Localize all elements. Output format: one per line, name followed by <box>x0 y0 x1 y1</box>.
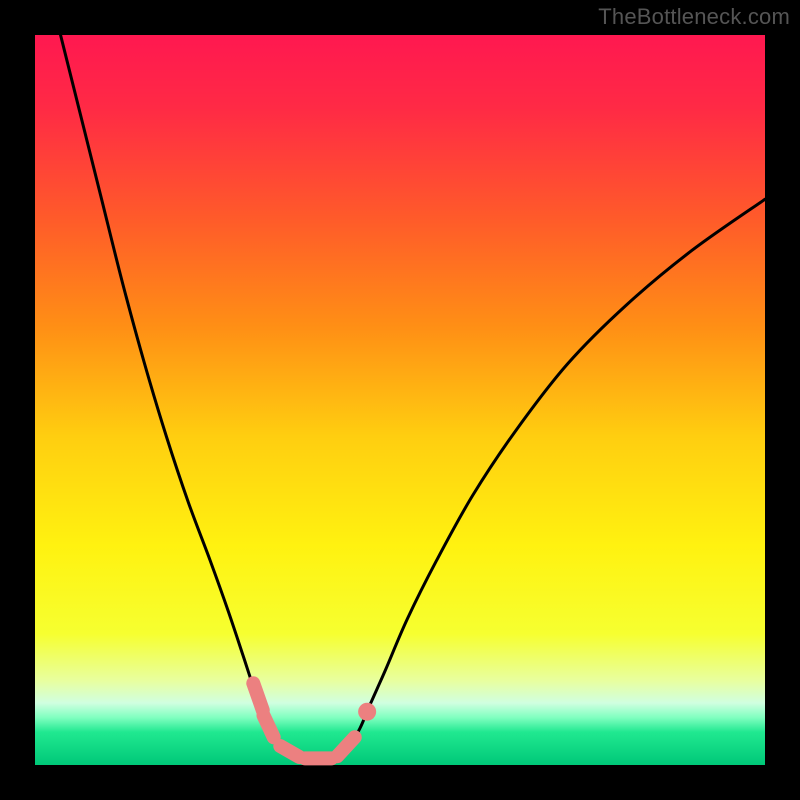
watermark-text: TheBottleneck.com <box>598 4 790 30</box>
marker-dot <box>358 703 376 721</box>
plot-background <box>35 35 765 765</box>
marker-segment <box>263 715 273 737</box>
bottleneck-chart <box>0 0 800 800</box>
marker-segment <box>253 683 262 710</box>
figure-root: TheBottleneck.com <box>0 0 800 800</box>
marker-segment <box>280 746 299 757</box>
